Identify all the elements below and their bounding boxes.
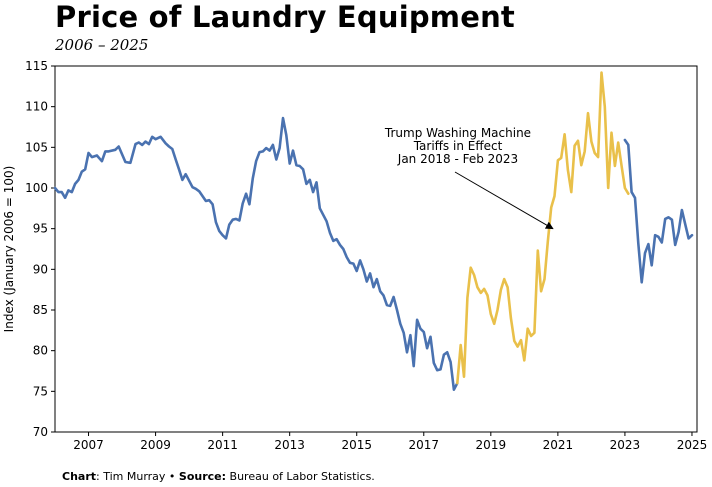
annotation-arrow [454, 171, 554, 230]
chart-credit-label: Chart [62, 470, 97, 483]
x-tick-label: 2015 [341, 438, 372, 452]
y-axis-label: Index (January 2006 = 100) [2, 166, 16, 333]
chart-footer: Chart: Tim Murray • Source: Bureau of La… [62, 470, 375, 483]
annotation-line-2: Tariffs in Effect [413, 139, 503, 153]
y-tick-label: 70 [33, 425, 48, 439]
series-line-3 [623, 138, 694, 284]
footer-separator: • [165, 470, 179, 483]
y-tick-label: 90 [33, 262, 48, 276]
x-tick-label: 2021 [543, 438, 574, 452]
x-tick-label: 2019 [476, 438, 507, 452]
y-tick-label: 75 [33, 384, 48, 398]
x-tick-label: 2011 [207, 438, 238, 452]
chart-subtitle: 2006 – 2025 [55, 36, 149, 54]
x-tick-label: 2013 [274, 438, 305, 452]
x-tick-label: 2017 [408, 438, 439, 452]
source-value: Bureau of Labor Statistics. [226, 470, 375, 483]
x-tick-label: 2007 [73, 438, 104, 452]
annotation-line-1: Trump Washing Machine [384, 126, 531, 140]
x-tick-label: 2023 [610, 438, 641, 452]
series-line-1 [53, 116, 459, 391]
annotation-line-3: Jan 2018 - Feb 2023 [397, 152, 518, 166]
y-tick-label: 85 [33, 303, 48, 317]
y-tick-label: 110 [25, 100, 48, 114]
chart-title: Price of Laundry Equipment [55, 0, 515, 34]
y-tick-label: 80 [33, 344, 48, 358]
plot-frame [54, 65, 698, 433]
y-tick-label: 100 [25, 181, 48, 195]
y-tick-label: 105 [25, 140, 48, 154]
series-line-2 [456, 71, 630, 385]
source-label: Source: [178, 470, 227, 483]
chart-credit-value: : Tim Murray [96, 470, 166, 483]
y-tick-label: 95 [33, 222, 48, 236]
y-tick-label: 115 [25, 59, 48, 73]
x-tick-label: 2009 [140, 438, 171, 452]
x-tick-label: 2025 [677, 438, 708, 452]
